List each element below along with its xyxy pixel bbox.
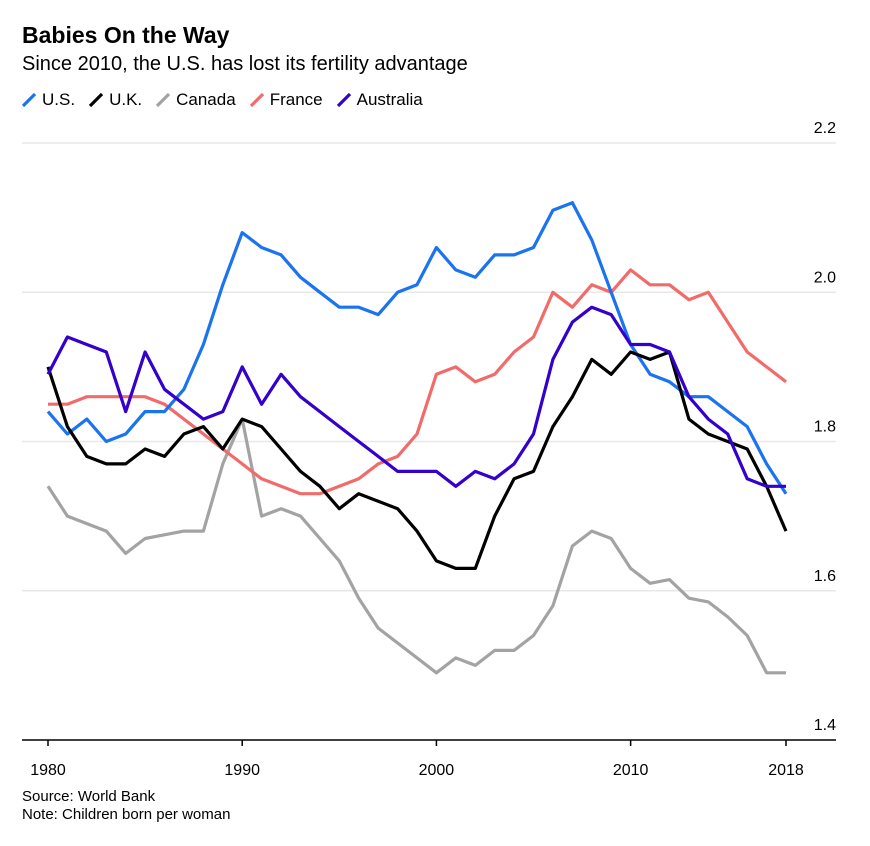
legend-item: Canada xyxy=(156,90,236,110)
legend-label: France xyxy=(269,90,323,109)
legend-item: France xyxy=(249,90,323,110)
series-line-australia xyxy=(46,305,786,488)
y-tick-label: 1.4 xyxy=(814,717,836,734)
legend-line-icon xyxy=(156,93,171,107)
legend-label: U.K. xyxy=(109,90,143,109)
x-tick-label: 2018 xyxy=(768,762,804,779)
legend-item: U.S. xyxy=(22,90,75,110)
x-tick-label: 2000 xyxy=(419,762,455,779)
legend-item: Australia xyxy=(336,90,423,110)
source-note: Source: World Bank xyxy=(22,788,156,805)
x-tick-label: 1990 xyxy=(224,762,260,779)
footnote: Note: Children born per woman xyxy=(22,806,231,823)
series-line-france xyxy=(48,268,787,496)
chart-title: Babies On the Way xyxy=(22,22,230,48)
x-tick-label: 1980 xyxy=(30,762,66,779)
series-line-us xyxy=(46,201,788,495)
y-tick-label: 2.0 xyxy=(814,269,836,286)
series-line-canada xyxy=(46,417,786,675)
legend-line-icon xyxy=(336,93,351,107)
legend-line-icon xyxy=(22,93,36,107)
legend-label: Canada xyxy=(176,90,236,109)
y-tick-label: 1.6 xyxy=(814,568,836,585)
y-tick-label: 2.2 xyxy=(814,120,836,137)
chart-subtitle: Since 2010, the U.S. has lost its fertil… xyxy=(22,53,468,75)
legend-line-icon xyxy=(249,93,264,107)
legend-item: U.K. xyxy=(89,90,142,110)
legend-label: U.S. xyxy=(42,90,76,109)
series-line-uk xyxy=(46,350,788,571)
legend-line-icon xyxy=(89,93,104,107)
y-tick-label: 1.8 xyxy=(814,419,836,436)
legend: U.S. U.K. Canada France Australia xyxy=(22,90,423,110)
x-tick-label: 2010 xyxy=(613,762,649,779)
legend-label: Australia xyxy=(356,90,423,109)
